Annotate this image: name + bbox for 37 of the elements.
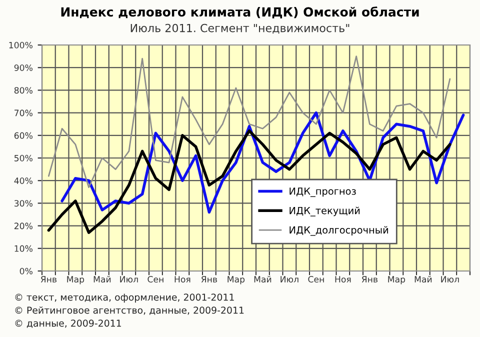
text: © текст, методика, оформление, 2001-2011 [15,294,234,303]
x-tick-label: Май [94,276,111,283]
x-tick-label: Май [254,276,272,283]
x-tick-label: Мар [228,276,245,284]
x-tick-label: Май [414,276,432,283]
text: © данные, 2009-2011 [15,320,121,328]
legend-label: ИДК_текущий [290,206,360,216]
x-tick-label: Янв [362,276,378,282]
line-series [48,56,451,188]
chart-subtitle: Июль 2011. Сегмент "недвижимость" [130,24,350,34]
y-tick-label: 40% [14,177,32,184]
y-tick-label: 0% [20,268,32,274]
y-tick-label: 70% [14,110,32,116]
x-tick-label: Мар [67,276,84,284]
x-tick-label: Ноя [335,276,351,283]
y-tick-label: 20% [14,222,32,230]
x-tick-label: Июл [441,276,459,283]
x-tick-label: Мар [388,276,406,284]
x-tick-label: Ноя [174,276,190,283]
x-tick-label: Сен [308,276,324,283]
y-tick-label: 50% [14,154,32,162]
legend-label: ИДК_прогноз [290,188,356,197]
x-tick-label: Янв [201,276,218,282]
x-tick-label: Янв [40,276,57,282]
x-tick-label: Сен [148,276,164,283]
legend-label: ИДК_долгосрочный [290,226,388,236]
line-series [47,129,452,234]
text: © Рейтинговое агентство, данные, 2009-2011 [15,306,244,315]
chart-title: Индекс делового климата (ИДК) Омской области [61,6,419,18]
y-tick-label: 90% [14,64,32,71]
x-tick-label: Июл [120,276,138,283]
y-tick-label: 10% [14,245,32,252]
x-tick-label: Июл [280,276,298,283]
y-tick-label: 30% [14,200,32,207]
y-tick-label: 80% [14,87,32,94]
y-tick-label: 60% [14,132,32,139]
y-tick-label: 100% [9,42,32,48]
